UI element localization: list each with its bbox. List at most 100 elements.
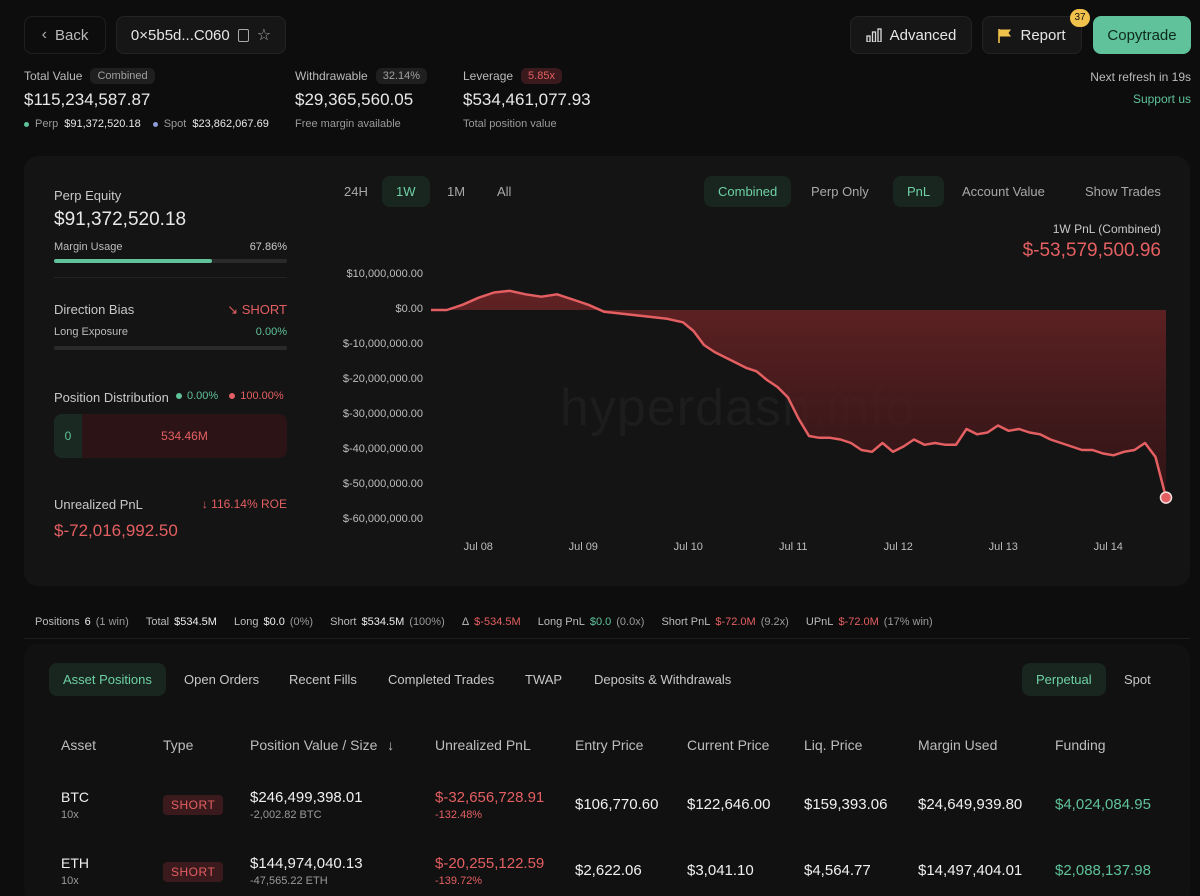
pnl-value: $-53,579,500.96 bbox=[1022, 240, 1161, 261]
margin-usage-label: Margin Usage bbox=[54, 241, 123, 253]
tab-recent-fills[interactable]: Recent Fills bbox=[289, 672, 357, 687]
col-unrealized-pnl[interactable]: Unrealized PnL bbox=[435, 737, 531, 753]
support-link[interactable]: Support us bbox=[1132, 92, 1191, 106]
col-margin-used[interactable]: Margin Used bbox=[918, 737, 998, 753]
tab-open-orders[interactable]: Open Orders bbox=[184, 672, 260, 687]
address-box: 0×5b5d...C060 ☆ bbox=[116, 16, 286, 54]
short-dot-icon bbox=[229, 393, 236, 399]
divider bbox=[24, 638, 1190, 639]
tab-deposits-withdrawals[interactable]: Deposits & Withdrawals bbox=[594, 672, 732, 687]
unrealized-pnl: $-32,656,728.91 bbox=[435, 789, 545, 806]
funding: $4,024,084.95 bbox=[1055, 796, 1151, 813]
report-count-badge: 37 bbox=[1070, 9, 1090, 27]
entry-price: $106,770.60 bbox=[575, 796, 659, 813]
range-1w[interactable]: 1W bbox=[382, 176, 430, 207]
distribution-bar: 0 534.46M bbox=[54, 414, 287, 458]
pnl-title: 1W PnL (Combined) bbox=[1052, 222, 1161, 236]
market-perpetual[interactable]: Perpetual bbox=[1022, 663, 1106, 696]
margin-usage-value: 67.86% bbox=[249, 241, 287, 253]
asset-leverage: 10x bbox=[61, 809, 79, 821]
margin-used: $14,497,404.01 bbox=[918, 862, 1023, 879]
withdrawable-label: Withdrawable bbox=[295, 69, 368, 83]
distribution-short-segment: 534.46M bbox=[82, 414, 287, 458]
col-current-price[interactable]: Current Price bbox=[687, 737, 770, 753]
combined-tag: Combined bbox=[90, 68, 155, 84]
perp-equity-value: $91,372,520.18 bbox=[54, 209, 187, 230]
liq-price: $4,564.77 bbox=[804, 862, 871, 879]
show-trades-toggle[interactable]: Show Trades bbox=[1085, 184, 1161, 199]
type-badge: SHORT bbox=[163, 795, 224, 815]
margin-usage-fill bbox=[54, 259, 213, 263]
stat-short: Short $534.5M (100%) bbox=[330, 616, 445, 628]
pnl-line bbox=[431, 289, 1168, 498]
x-tick-label: Jul 12 bbox=[883, 541, 913, 553]
y-tick-label: $-60,000,000.00 bbox=[342, 513, 423, 525]
tab-completed-trades[interactable]: Completed Trades bbox=[388, 672, 495, 687]
scope-perp-only[interactable]: Perp Only bbox=[811, 184, 869, 199]
metric-pnl[interactable]: PnL bbox=[893, 176, 945, 207]
stats-bar: Positions 6 (1 win) Total $534.5M Long $0.0(… bbox=[35, 616, 947, 628]
funding: $2,088,137.98 bbox=[1055, 862, 1151, 879]
y-tick-label: $-40,000,000.00 bbox=[342, 443, 423, 455]
leverage-tag: 5.85x bbox=[521, 68, 562, 84]
metric-account-value[interactable]: Account Value bbox=[962, 184, 1045, 199]
pnl-chart bbox=[431, 289, 1173, 504]
y-tick-label: $-30,000,000.00 bbox=[342, 408, 423, 420]
col-type[interactable]: Type bbox=[163, 737, 194, 753]
copytrade-button[interactable]: Copytrade bbox=[1093, 16, 1191, 54]
unrealized-pnl-value: $-72,016,992.50 bbox=[54, 521, 178, 540]
report-label: Report bbox=[1020, 26, 1066, 44]
col-position-value[interactable]: Position Value / Size ↓ bbox=[250, 737, 395, 753]
flag-icon bbox=[998, 28, 1012, 43]
range-all[interactable]: All bbox=[497, 184, 512, 199]
stat-long: Long $0.0 (0%) bbox=[233, 616, 314, 628]
roe-text: 116.14% ROE bbox=[211, 497, 287, 511]
leverage-label: Leverage bbox=[463, 69, 514, 83]
leverage-value: $534,461,077.93 bbox=[463, 90, 591, 109]
scope-combined[interactable]: Combined bbox=[704, 176, 792, 207]
x-tick-label: Jul 14 bbox=[1093, 541, 1123, 553]
back-button[interactable]: ‹ Back bbox=[24, 16, 106, 54]
y-tick-label: $-10,000,000.00 bbox=[342, 338, 423, 350]
stat-delta: Δ $-534.5M bbox=[461, 616, 521, 628]
copy-icon[interactable] bbox=[237, 28, 249, 42]
spot-dot-icon bbox=[152, 121, 158, 127]
range-1m[interactable]: 1M bbox=[447, 184, 466, 199]
wallet-address: 0×5b5d...C060 bbox=[130, 26, 230, 44]
type-badge: SHORT bbox=[163, 862, 224, 882]
stat-total: Total $534.5M bbox=[145, 616, 217, 628]
x-tick-label: Jul 11 bbox=[778, 541, 808, 553]
tab-asset-positions[interactable]: Asset Positions bbox=[49, 663, 166, 696]
dist-long-pct: 0.00% bbox=[187, 390, 219, 402]
unrealized-pnl-pct: -139.72% bbox=[435, 875, 483, 887]
total-value-block: Total Value Combined $115,234,587.87 Per… bbox=[24, 68, 269, 130]
col-funding[interactable]: Funding bbox=[1055, 737, 1106, 753]
position-value: $144,974,040.13 bbox=[250, 855, 363, 872]
total-value-label: Total Value bbox=[24, 69, 83, 83]
total-value: $115,234,587.87 bbox=[24, 90, 151, 109]
current-price: $3,041.10 bbox=[687, 862, 754, 879]
leverage-sub: Total position value bbox=[463, 118, 557, 130]
star-icon[interactable]: ☆ bbox=[256, 27, 272, 44]
withdrawable-block: Withdrawable 32.14% $29,365,560.05 Free … bbox=[295, 68, 428, 130]
col-asset[interactable]: Asset bbox=[61, 737, 97, 753]
tab-twap[interactable]: TWAP bbox=[525, 672, 563, 687]
spot-value: $23,862,067.69 bbox=[192, 118, 269, 130]
dist-long-value: 0 bbox=[64, 429, 72, 443]
long-exposure-value: 0.00% bbox=[255, 326, 287, 338]
col-liq-price[interactable]: Liq. Price bbox=[804, 737, 863, 753]
range-24h[interactable]: 24H bbox=[344, 184, 368, 199]
col-entry-price[interactable]: Entry Price bbox=[575, 737, 644, 753]
distribution-legend: 0.00% 100.00% bbox=[176, 390, 284, 402]
perp-value: $91,372,520.18 bbox=[64, 118, 141, 130]
unrealized-pnl-pct: -132.48% bbox=[435, 809, 483, 821]
market-spot[interactable]: Spot bbox=[1124, 672, 1151, 687]
copytrade-label: Copytrade bbox=[1107, 26, 1177, 44]
report-button[interactable]: Report bbox=[982, 16, 1082, 54]
x-tick-label: Jul 13 bbox=[988, 541, 1018, 553]
advanced-button[interactable]: Advanced bbox=[850, 16, 972, 54]
dist-short-pct: 100.00% bbox=[240, 390, 284, 402]
pnl-endpoint[interactable] bbox=[1159, 491, 1173, 504]
asset-name: BTC bbox=[61, 789, 89, 805]
x-tick-label: Jul 09 bbox=[568, 541, 598, 553]
